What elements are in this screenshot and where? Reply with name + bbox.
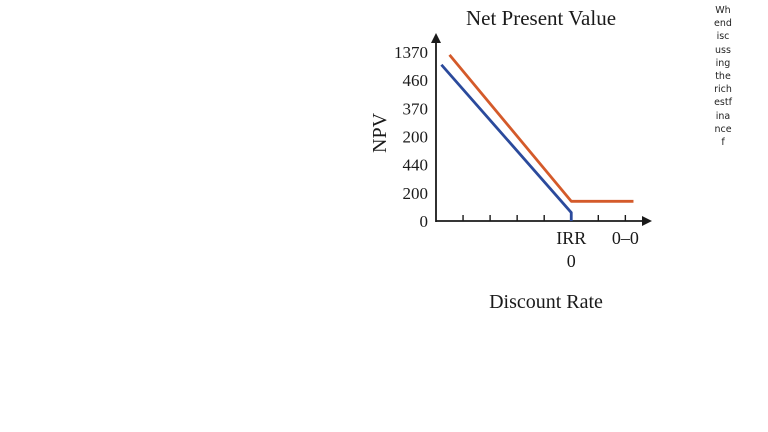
series-line-2 — [448, 53, 634, 203]
chart-title: Net Present Value — [466, 6, 616, 30]
y-tick-label: 200 — [403, 128, 429, 147]
series-lines — [440, 53, 634, 221]
y-tick-label: 370 — [403, 99, 429, 118]
y-tick-label: 1370 — [394, 43, 428, 62]
series-line-1 — [440, 63, 573, 221]
y-tick-label: 460 — [403, 71, 429, 90]
y-axis-label: NPV — [369, 112, 391, 153]
y-tick-label: 200 — [403, 184, 429, 203]
x-tick-label: 0–0 — [612, 228, 639, 248]
y-tick-label: 0 — [420, 212, 429, 231]
vertical-side-text: Whendiscussingtherichestfinancef — [714, 5, 732, 149]
x-axis-label: Discount Rate — [489, 291, 603, 313]
y-tick-label: 440 — [403, 156, 429, 175]
x-tick-label: IRR — [556, 228, 586, 248]
x-tick-sublabel: 0 — [567, 251, 576, 271]
x-tick-labels: IRR 0 0–0 — [556, 228, 639, 271]
y-tick-labels: 0 200 440 200 370 460 1370 — [394, 43, 428, 231]
